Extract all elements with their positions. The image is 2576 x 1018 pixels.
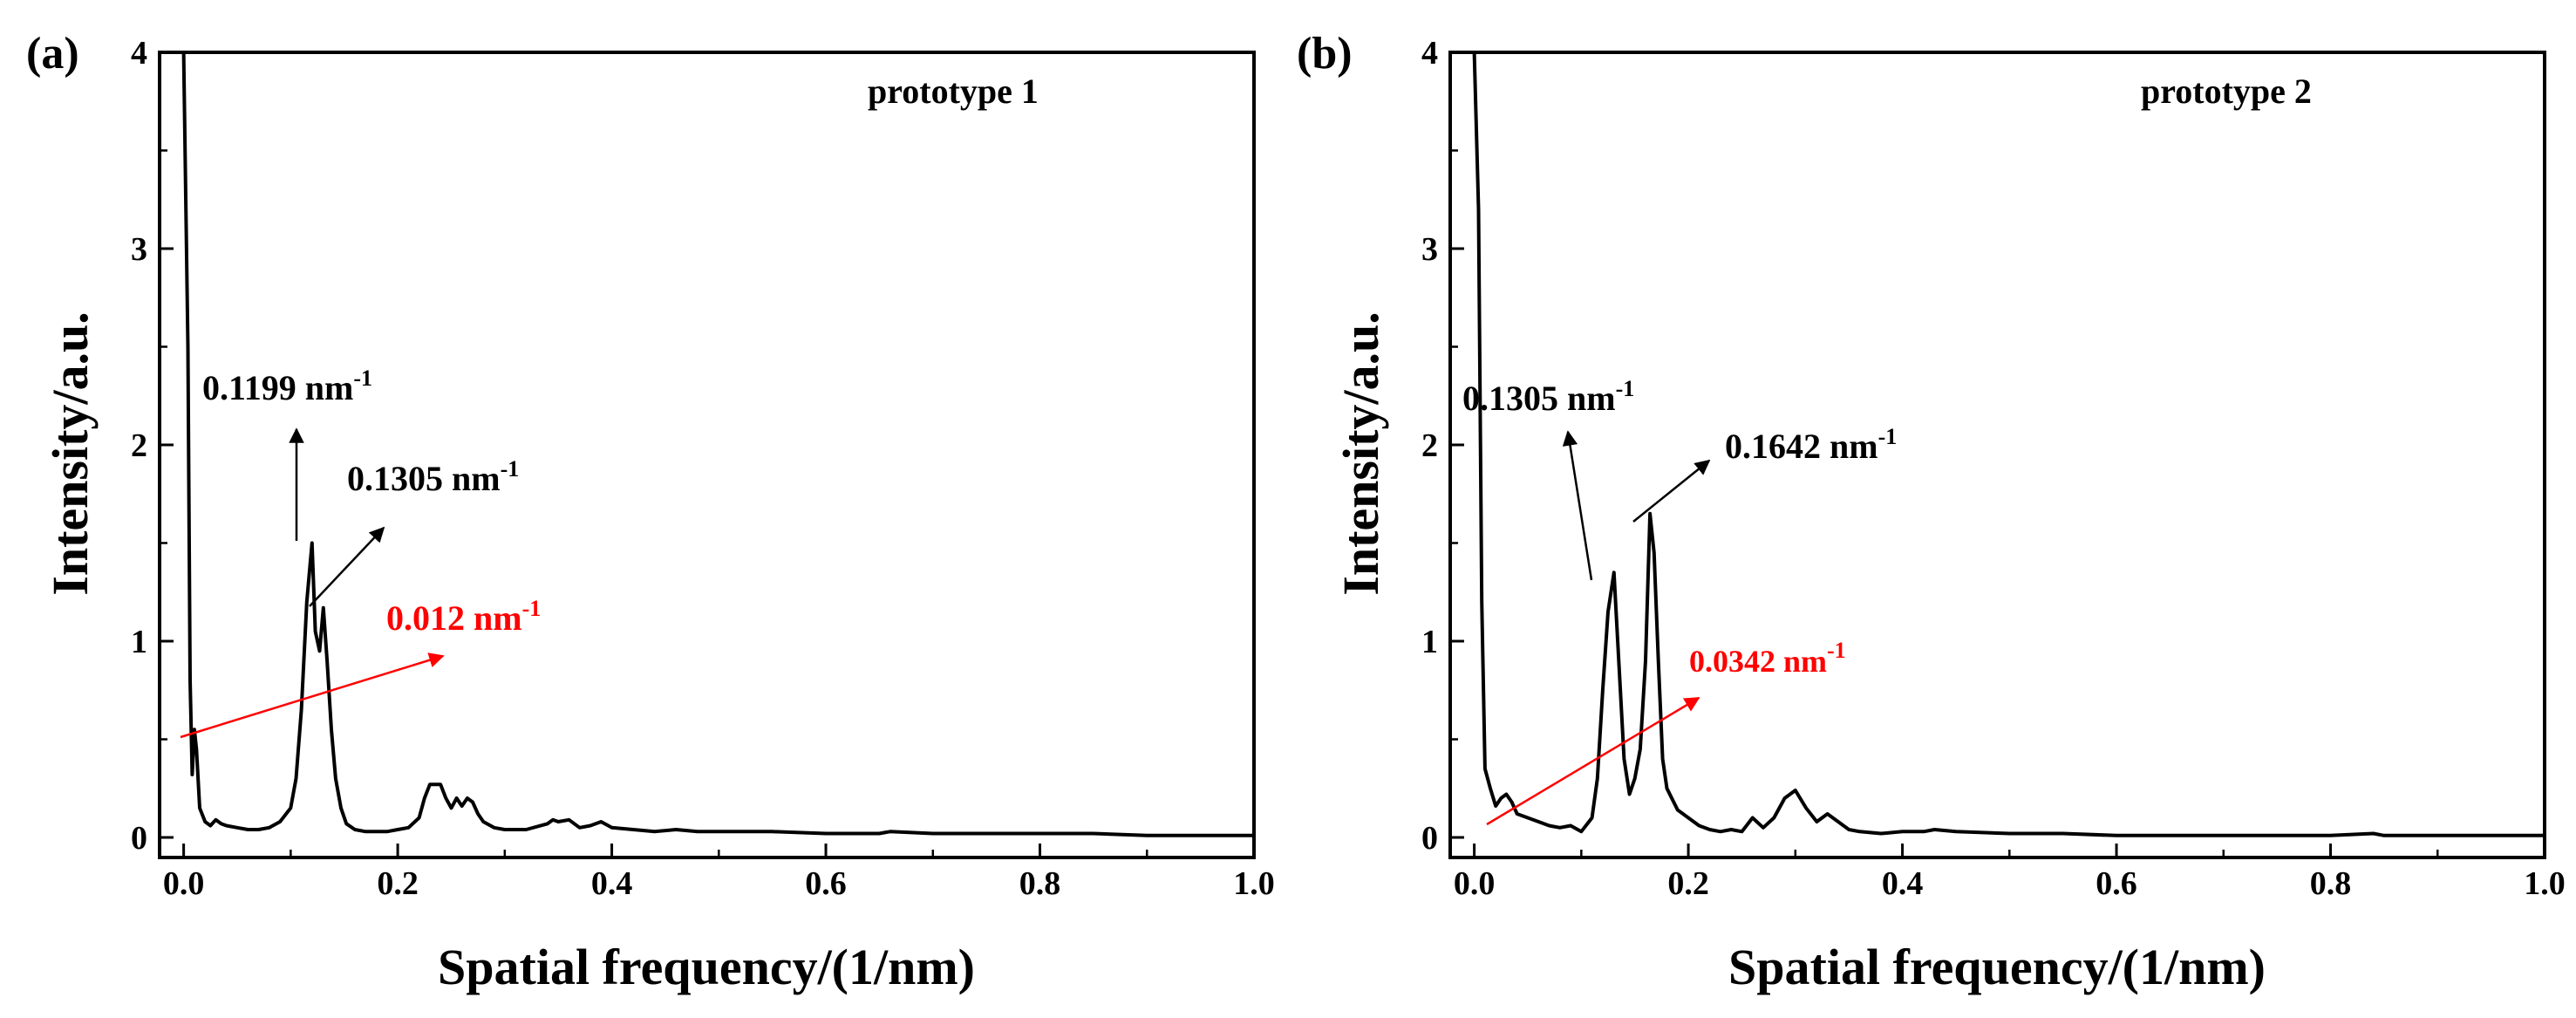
- y-tick-label: 4: [1421, 35, 1438, 72]
- y-tick-label: 4: [131, 35, 147, 72]
- chart-panel-b: (b) prototype 2 Intensity/a.u. Spatial f…: [1297, 29, 2566, 995]
- x-tick-label: 0.0: [163, 865, 205, 902]
- annotation-0.1199: 0.1199 nm-1: [202, 366, 372, 407]
- y-tick-label: 1: [1421, 624, 1438, 660]
- annotation-0.0342: 0.0342 nm-1: [1689, 638, 1846, 679]
- y-axis-title: Intensity/a.u.: [42, 311, 99, 596]
- x-tick-label: 0.0: [1454, 865, 1496, 902]
- legend-label: prototype 2: [2141, 72, 2312, 111]
- x-axis-title: Spatial frequency/(1/nm): [438, 939, 975, 995]
- y-tick-label: 3: [1421, 231, 1438, 268]
- x-tick-label: 0.8: [1019, 865, 1061, 902]
- series-line-prototype-1: [181, 51, 1254, 837]
- annotation-0.1642: 0.1642 nm-1: [1725, 424, 1897, 466]
- y-tick-label: 3: [131, 231, 147, 268]
- y-tick-label: 1: [131, 624, 147, 660]
- annotation-arrow-0.012: [180, 652, 445, 739]
- plot-frame: [158, 51, 1256, 859]
- series-line-prototype-2: [1472, 51, 2545, 837]
- annotation-arrow-0.1305: [309, 526, 385, 607]
- annotation-0.1305: 0.1305 nm-1: [347, 456, 519, 498]
- x-tick-label: 0.6: [2096, 865, 2137, 902]
- annotation-0.012: 0.012 nm-1: [386, 596, 541, 638]
- axis-ticks: 0.0 0.2 0.4 0.6 0.8 1.0 0 1 2 3 4: [131, 35, 1275, 902]
- y-tick-label: 2: [131, 427, 147, 464]
- x-tick-label: 0.8: [2310, 865, 2352, 902]
- y-tick-label: 2: [1421, 427, 1438, 464]
- legend-label: prototype 1: [868, 72, 1039, 111]
- x-tick-label: 0.2: [1667, 865, 1709, 902]
- x-tick-label: 0.4: [1882, 865, 1924, 902]
- chart-panel-a: (a) prototype 1 Intensity/a.u. Spatial f…: [26, 29, 1275, 995]
- annotation-arrow-0.1305: [1562, 430, 1593, 581]
- x-tick-label: 1.0: [1233, 865, 1275, 902]
- annotation-arrow-0.0342: [1486, 696, 1700, 826]
- y-axis-title: Intensity/a.u.: [1332, 311, 1389, 596]
- y-tick-label: 0: [131, 820, 147, 857]
- plot-frame: [1448, 51, 2546, 859]
- x-tick-label: 0.2: [377, 865, 419, 902]
- annotation-0.1305: 0.1305 nm-1: [1462, 376, 1634, 418]
- axis-ticks: 0.0 0.2 0.4 0.6 0.8 1.0 0 1 2 3 4: [1421, 35, 2566, 902]
- panel-label: (a): [26, 29, 79, 79]
- panel-label: (b): [1297, 29, 1353, 79]
- x-tick-label: 0.6: [805, 865, 847, 902]
- y-tick-label: 0: [1421, 820, 1438, 857]
- x-tick-label: 1.0: [2524, 865, 2566, 902]
- annotation-arrow-0.1642: [1632, 459, 1711, 523]
- x-axis-title: Spatial frequency/(1/nm): [1728, 939, 2266, 995]
- x-tick-label: 0.4: [591, 865, 633, 902]
